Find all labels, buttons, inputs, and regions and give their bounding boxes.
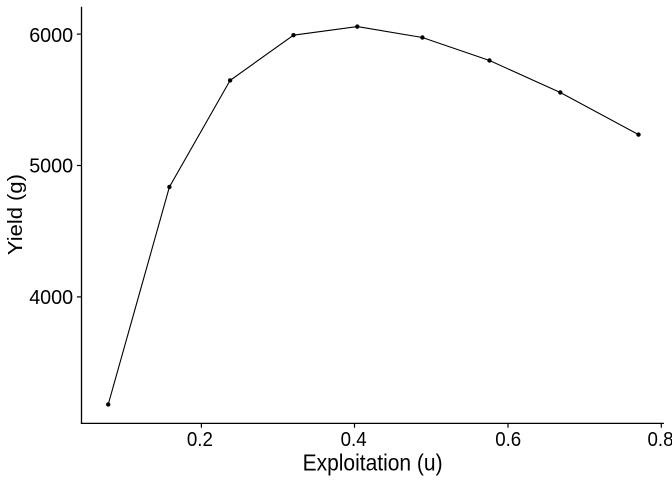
svg-text:Yield (g): Yield (g)	[4, 174, 27, 255]
svg-text:Exploitation (u): Exploitation (u)	[303, 450, 443, 476]
svg-text:0.6: 0.6	[495, 428, 521, 451]
svg-text:5000: 5000	[29, 155, 73, 178]
svg-text:0.4: 0.4	[341, 428, 367, 451]
svg-text:0.8: 0.8	[648, 428, 672, 451]
svg-text:4000: 4000	[29, 286, 73, 309]
svg-text:0.2: 0.2	[187, 428, 213, 451]
svg-text:6000: 6000	[29, 24, 73, 47]
